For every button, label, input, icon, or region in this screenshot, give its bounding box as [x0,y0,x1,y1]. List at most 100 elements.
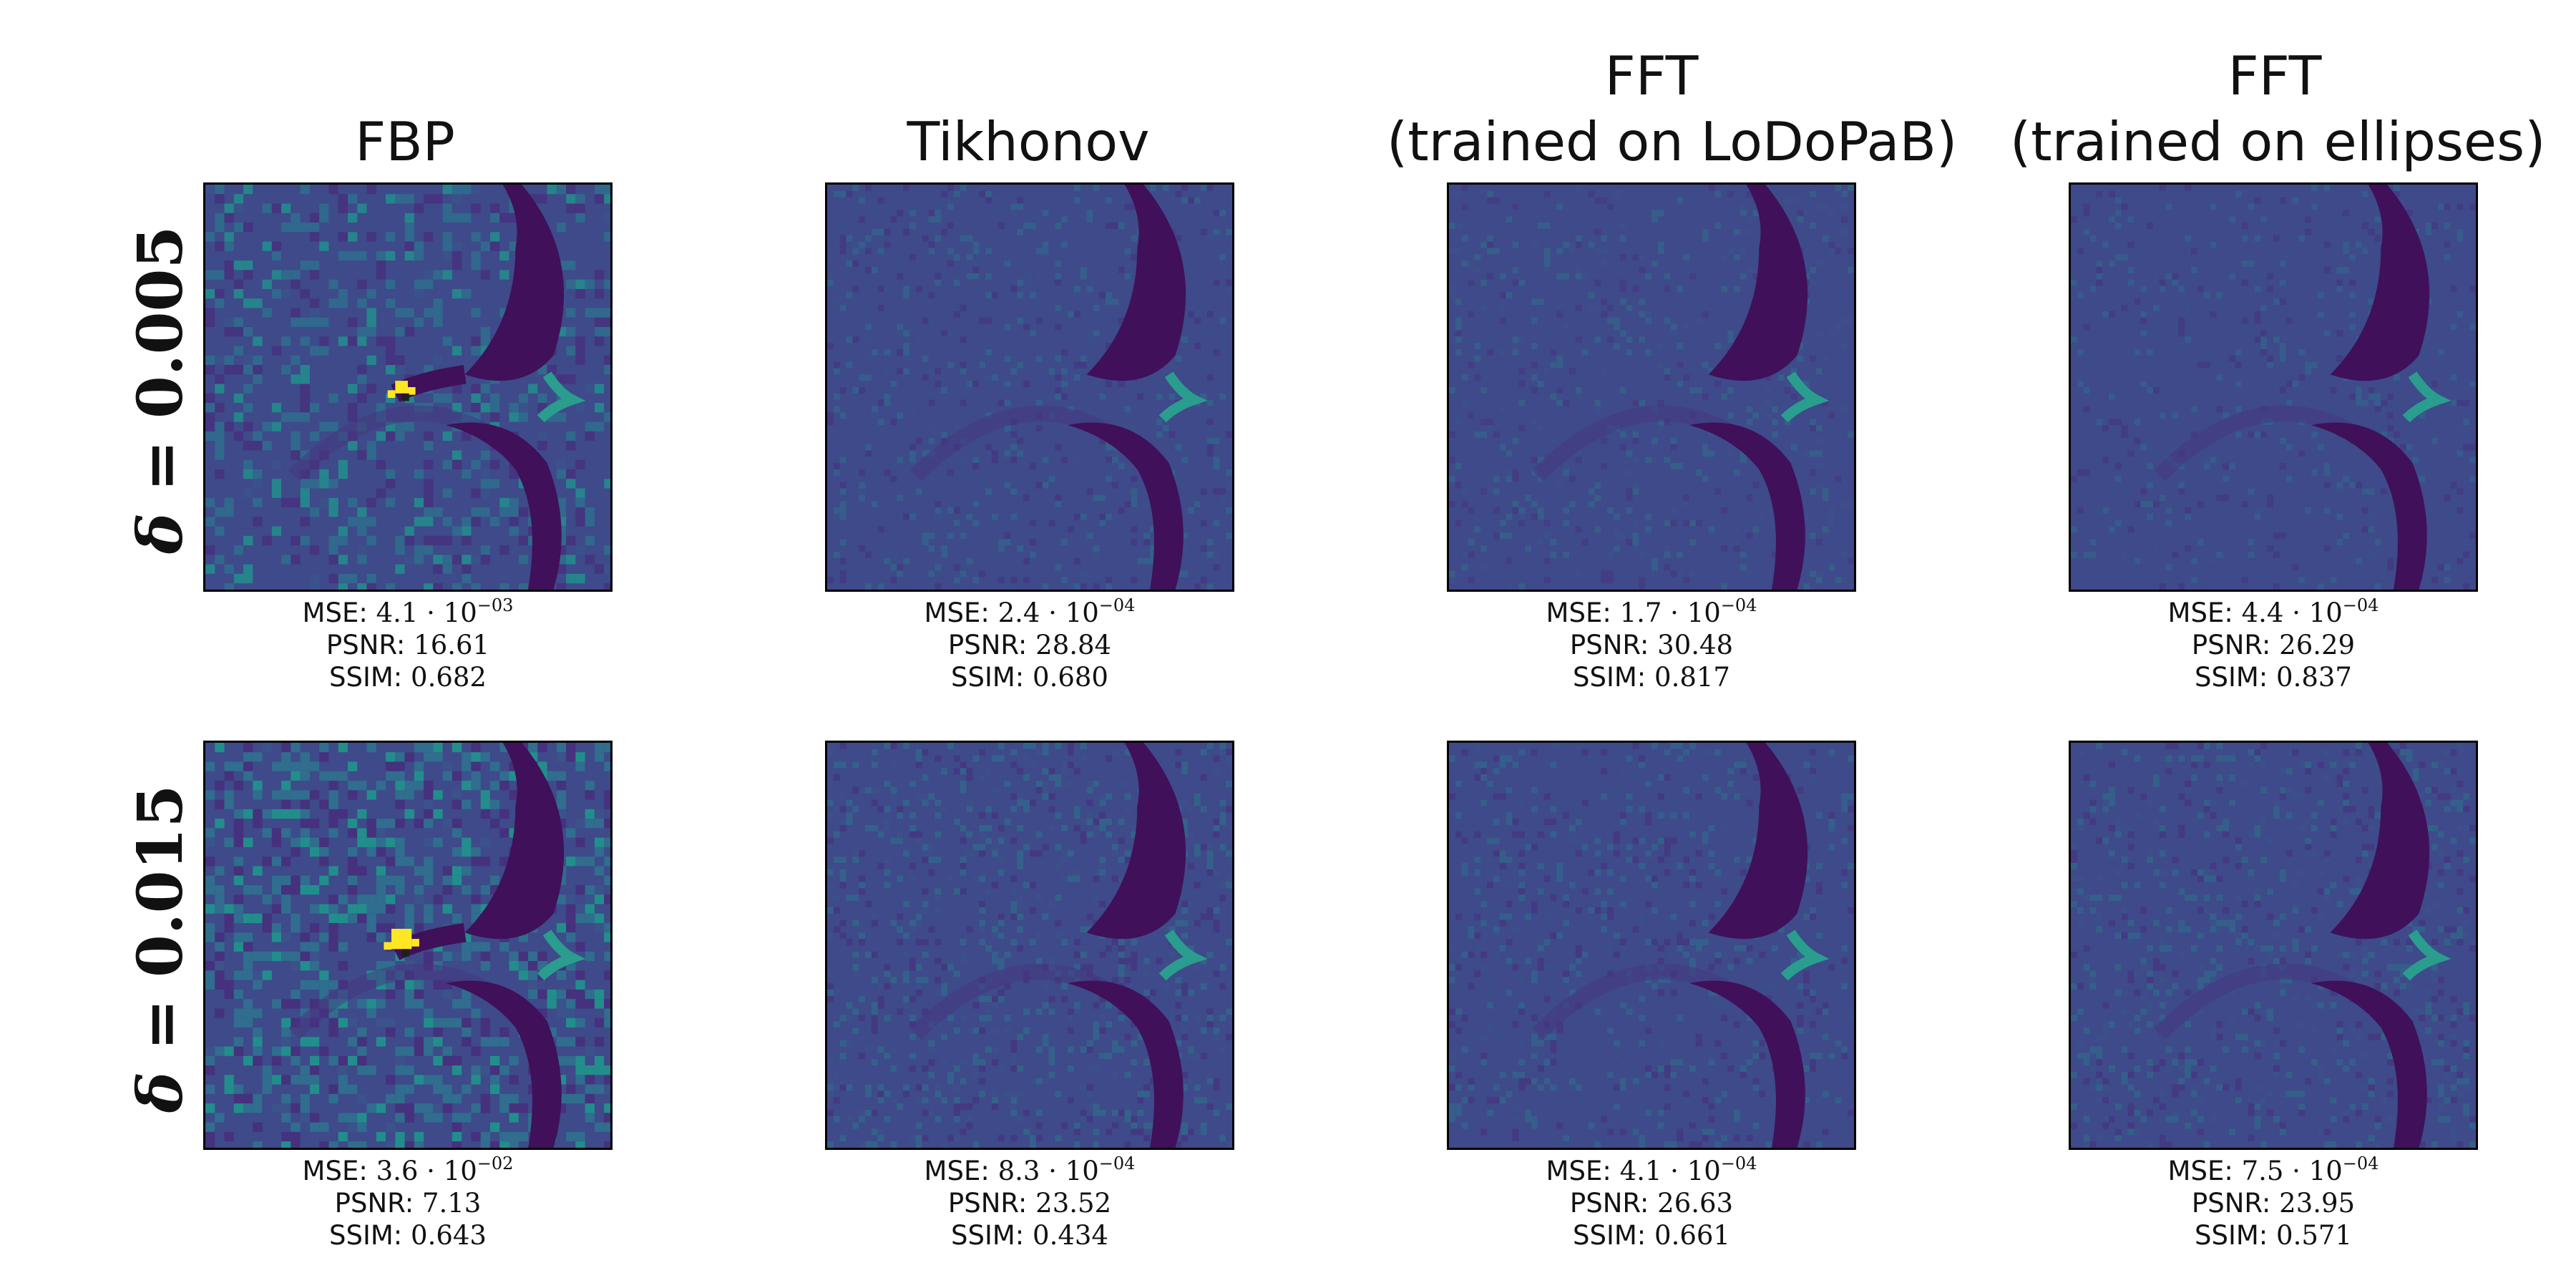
psnr-line: PSNR: 16.61 [193,629,623,661]
ssim-line: SSIM: 0.643 [193,1219,623,1252]
reconstruction-fft-lodopab-delta-0005 [1447,182,1856,592]
psnr-line: PSNR: 28.84 [815,629,1244,661]
mse-mantissa: 4.1 · 10 [1619,1156,1721,1186]
ssim-value: 0.661 [1654,1220,1730,1251]
mse-mantissa: 3.6 · 10 [376,1156,477,1186]
reconstruction-image [2071,185,2476,590]
mse-mantissa: 1.7 · 10 [1619,597,1721,628]
column-title-line: (trained on LoDoPaB) [1387,110,1958,173]
row-label-delta-0005: δ = 0.005 [125,175,197,605]
ssim-line: SSIM: 0.571 [2059,1219,2488,1252]
psnr-value: 23.52 [1035,1188,1112,1219]
psnr-line: PSNR: 7.13 [193,1187,623,1219]
ssim-value: 0.643 [411,1220,487,1251]
mse-label: MSE: [1546,597,1620,628]
ssim-value: 0.571 [2276,1220,2352,1251]
ssim-label: SSIM: [951,1220,1033,1251]
column-title-line: FFT [2228,44,2322,107]
mse-label: MSE: [924,597,998,628]
ssim-value: 0.682 [411,662,487,693]
metrics-fbp-delta-0015: MSE: 3.6 · 10−02 PSNR: 7.13 SSIM: 0.643 [193,1155,623,1252]
ssim-line: SSIM: 0.434 [815,1219,1244,1252]
reconstruction-image [1449,743,1854,1148]
mse-label: MSE: [2167,597,2242,628]
mse-mantissa: 4.4 · 10 [2241,597,2343,628]
mse-exponent: −04 [1098,595,1136,615]
delta-symbol: δ [125,512,197,555]
metrics-tikhonov-delta-0015: MSE: 8.3 · 10−04 PSNR: 23.52 SSIM: 0.434 [815,1155,1244,1252]
psnr-label: PSNR: [1569,630,1658,660]
delta-symbol: δ [125,1071,197,1113]
ssim-label: SSIM: [2195,1220,2277,1251]
column-title-line: FFT [1604,44,1699,107]
psnr-label: PSNR: [947,1188,1036,1219]
psnr-label: PSNR: [2191,1188,2280,1219]
metrics-fft-lodopab-delta-0015: MSE: 4.1 · 10−04 PSNR: 26.63 SSIM: 0.661 [1437,1155,1866,1252]
mse-mantissa: 7.5 · 10 [2241,1156,2343,1186]
ssim-label: SSIM: [1573,1220,1655,1251]
psnr-value: 30.48 [1657,630,1734,660]
mse-exponent: −04 [1720,595,1757,615]
reconstruction-image [827,743,1232,1148]
ssim-label: SSIM: [329,1220,411,1251]
metrics-fft-ellipses-delta-0015: MSE: 7.5 · 10−04 PSNR: 23.95 SSIM: 0.571 [2059,1155,2488,1252]
row-label-delta-0015: δ = 0.015 [125,734,197,1163]
column-title-tikhonov: Tikhonov [763,109,1293,175]
psnr-value: 26.29 [2279,630,2356,660]
mse-label: MSE: [924,1156,998,1186]
reconstruction-fbp-delta-0015 [203,741,613,1150]
mse-line: MSE: 4.4 · 10−04 [2059,597,2488,629]
psnr-line: PSNR: 26.63 [1437,1187,1866,1219]
psnr-label: PSNR: [947,630,1036,660]
delta-value: = 0.015 [125,784,197,1072]
reconstruction-image [2071,743,2476,1148]
column-title-fbp: FBP [140,109,670,175]
mse-mantissa: 2.4 · 10 [997,597,1099,628]
column-title-line: Tikhonov [907,110,1150,173]
mse-line: MSE: 4.1 · 10−03 [193,597,623,629]
ssim-value: 0.837 [2276,662,2352,693]
reconstruction-tikhonov-delta-0005 [825,182,1234,592]
mse-exponent: −04 [2342,1153,2379,1174]
psnr-line: PSNR: 23.95 [2059,1187,2488,1219]
metrics-fft-ellipses-delta-0005: MSE: 4.4 · 10−04 PSNR: 26.29 SSIM: 0.837 [2059,597,2488,693]
reconstruction-image [205,743,610,1148]
column-title-line: FBP [355,110,455,173]
mse-line: MSE: 2.4 · 10−04 [815,597,1244,629]
ssim-line: SSIM: 0.661 [1437,1219,1866,1252]
mse-label: MSE: [1546,1156,1620,1186]
psnr-line: PSNR: 23.52 [815,1187,1244,1219]
metrics-fft-lodopab-delta-0005: MSE: 1.7 · 10−04 PSNR: 30.48 SSIM: 0.817 [1437,597,1866,693]
psnr-value: 28.84 [1035,630,1112,660]
mse-label: MSE: [302,1156,376,1186]
reconstruction-fbp-delta-0005 [203,182,613,592]
ssim-label: SSIM: [951,662,1033,693]
mse-line: MSE: 4.1 · 10−04 [1437,1155,1866,1187]
mse-exponent: −04 [1098,1153,1136,1174]
psnr-value: 26.63 [1657,1188,1734,1219]
psnr-value: 7.13 [421,1188,482,1219]
ssim-value: 0.817 [1654,662,1730,693]
metrics-tikhonov-delta-0005: MSE: 2.4 · 10−04 PSNR: 28.84 SSIM: 0.680 [815,597,1244,693]
ssim-value: 0.434 [1033,1220,1108,1251]
delta-value: = 0.005 [125,225,197,513]
psnr-label: PSNR: [326,630,414,660]
psnr-value: 23.95 [2279,1188,2356,1219]
ssim-label: SSIM: [1573,662,1655,693]
mse-line: MSE: 7.5 · 10−04 [2059,1155,2488,1187]
mse-exponent: −04 [2342,595,2379,615]
column-title-fft-lodopab: FFT (trained on LoDoPaB) [1387,43,1957,175]
reconstruction-image [1449,185,1854,590]
reconstruction-image [827,185,1232,590]
psnr-label: PSNR: [1569,1188,1658,1219]
reconstruction-tikhonov-delta-0015 [825,741,1234,1150]
mse-line: MSE: 3.6 · 10−02 [193,1155,623,1187]
psnr-label: PSNR: [334,1188,422,1219]
ssim-line: SSIM: 0.837 [2059,661,2488,693]
mse-mantissa: 4.1 · 10 [376,597,477,628]
mse-line: MSE: 8.3 · 10−04 [815,1155,1244,1187]
mse-mantissa: 8.3 · 10 [997,1156,1099,1186]
ssim-label: SSIM: [329,662,411,693]
reconstruction-fft-lodopab-delta-0015 [1447,741,1856,1150]
psnr-value: 16.61 [414,630,490,660]
